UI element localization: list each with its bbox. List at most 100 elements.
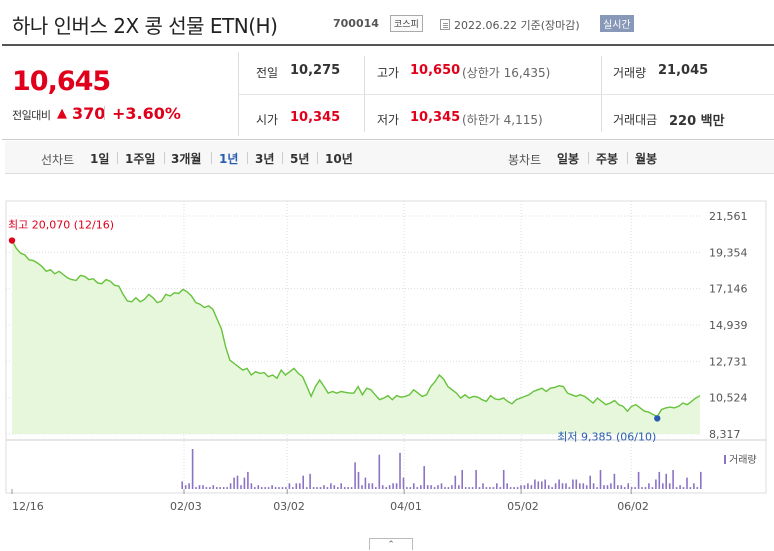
volume-bar (506, 483, 508, 489)
volume-bar (679, 485, 681, 489)
y-tick-label: 14,939 (709, 319, 748, 332)
volume-bar (184, 485, 187, 489)
volume-bar (568, 487, 571, 489)
period-1w[interactable]: 1주일 (125, 152, 156, 166)
change-percent: +3.60% (112, 104, 181, 123)
divider (588, 152, 589, 164)
x-tick-label: 06/02 (617, 500, 649, 513)
volume-bar (496, 483, 498, 489)
high-value: 10,650 (410, 63, 461, 78)
volume-bar (402, 477, 405, 489)
volume-bar (375, 487, 377, 489)
volume-bar (644, 487, 647, 489)
divider (317, 152, 318, 164)
volume-bar (430, 485, 432, 489)
price-chart: 21,561 19,354 17,146 14,939 12,731 10,524 8,31… (0, 175, 774, 551)
volume-bar (347, 487, 349, 489)
period-5y[interactable]: 5년 (290, 152, 310, 166)
period-1y[interactable]: 1년 (219, 152, 239, 166)
volume-bar (295, 483, 298, 489)
volume-bar (582, 483, 585, 489)
x-tick-label: 03/02 (273, 500, 305, 513)
volume-bar (205, 487, 208, 489)
period-3y[interactable]: 3년 (255, 152, 275, 166)
volume-bar (426, 485, 429, 489)
min-marker (654, 415, 661, 422)
volume-bar (596, 487, 598, 489)
volume-bar (385, 487, 387, 489)
volume-bar (257, 485, 260, 489)
volume-bar (254, 487, 256, 489)
volume-bar (547, 485, 550, 489)
volume-bar (451, 485, 453, 489)
volume-bar (437, 485, 439, 489)
volume-bar (565, 483, 567, 489)
stock-title: 하나 인버스 2X 콩 선물 ETN(H) (12, 14, 278, 38)
change-label: 전일대비 (12, 109, 51, 122)
volume-bar (520, 485, 522, 489)
volume-bar (271, 485, 273, 489)
x-tick-label: 05/02 (507, 500, 539, 513)
period-10y[interactable]: 10년 (325, 152, 353, 166)
volume-bar (447, 487, 450, 489)
volume-bar (267, 487, 270, 489)
x-tick-label: 12/16 (12, 500, 44, 513)
volume-bar (188, 483, 190, 489)
market-badge: 코스피 (390, 15, 423, 32)
volume-bar (312, 487, 315, 489)
open-value: 10,345 (290, 110, 341, 125)
y-tick-label: 17,146 (709, 283, 748, 296)
volume-bar (458, 485, 460, 489)
volume-bar (202, 485, 204, 489)
chart-frame (5, 200, 767, 494)
volume-bar (219, 487, 221, 489)
volume-bar (409, 487, 412, 489)
min-label: 최저 9,385 (06/10) (557, 430, 656, 443)
volume-bar (285, 487, 287, 489)
volume-bar (340, 483, 342, 489)
x-tick-label: 02/03 (170, 500, 202, 513)
period-1d[interactable]: 1일 (90, 152, 110, 166)
volume-bar (392, 483, 394, 489)
volume-bar (198, 485, 201, 489)
y-tick-label: 19,354 (709, 246, 748, 259)
volume-bar (513, 487, 515, 489)
realtime-button[interactable]: 실시간 (600, 15, 634, 32)
low-label: 저가 (377, 113, 400, 127)
candle-weekly[interactable]: 주봉 (596, 152, 619, 166)
volume-bar (558, 479, 560, 489)
volume-bar (527, 483, 529, 489)
divider (164, 152, 165, 164)
volume-bar (651, 487, 654, 489)
divider (211, 152, 212, 164)
volume-bar (233, 477, 235, 489)
candle-monthly[interactable]: 월봉 (635, 152, 658, 166)
volume-bar (343, 487, 346, 489)
volume-bar (226, 487, 228, 489)
candle-daily[interactable]: 일봉 (557, 152, 580, 166)
volume-bar (530, 485, 533, 489)
volume-bar (603, 485, 605, 489)
volume-bar (686, 477, 688, 489)
high-label: 고가 (377, 66, 400, 80)
price-line (11, 240, 701, 418)
volume-bar (471, 487, 474, 489)
volume-bar (395, 483, 398, 489)
divider (238, 52, 239, 136)
volume-bar (305, 487, 308, 489)
stock-code: 700014 (333, 17, 379, 30)
volume-label: 거래량 (613, 66, 647, 80)
base-date: 2022.06.22 기준(장마감) (454, 19, 580, 32)
volume-bar (534, 479, 536, 489)
open-label: 시가 (256, 113, 279, 127)
document-icon (440, 19, 450, 30)
volume-bar (236, 475, 239, 489)
volume-bar (620, 485, 623, 489)
volume-value: 21,045 (658, 63, 709, 78)
volume-bar (509, 487, 512, 489)
volume-bar (561, 483, 564, 489)
period-3m[interactable]: 3개월 (171, 152, 202, 166)
volume-bar (440, 483, 443, 489)
chevron-up-icon[interactable]: ⌃ (369, 538, 413, 550)
volume-bar (423, 466, 425, 489)
